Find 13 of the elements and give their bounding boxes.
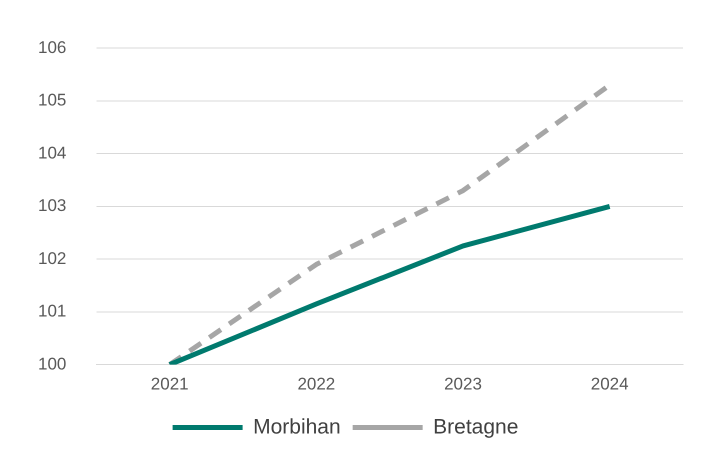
y-tick-label: 101 <box>38 302 66 321</box>
y-tick-label: 102 <box>38 248 66 268</box>
legend-label: Morbihan <box>253 415 341 438</box>
y-tick-label: 105 <box>38 90 66 110</box>
x-tick-label: 2024 <box>590 374 629 394</box>
y-tick-label: 103 <box>38 196 66 216</box>
x-tick-label: 2021 <box>150 374 189 394</box>
x-tick-label: 2022 <box>297 374 336 394</box>
legend-label: Bretagne <box>433 415 518 438</box>
x-tick-label: 2023 <box>444 374 482 394</box>
y-tick-label: 104 <box>38 143 66 162</box>
y-tick-label: 106 <box>38 38 66 57</box>
y-tick-label: 100 <box>38 354 66 374</box>
